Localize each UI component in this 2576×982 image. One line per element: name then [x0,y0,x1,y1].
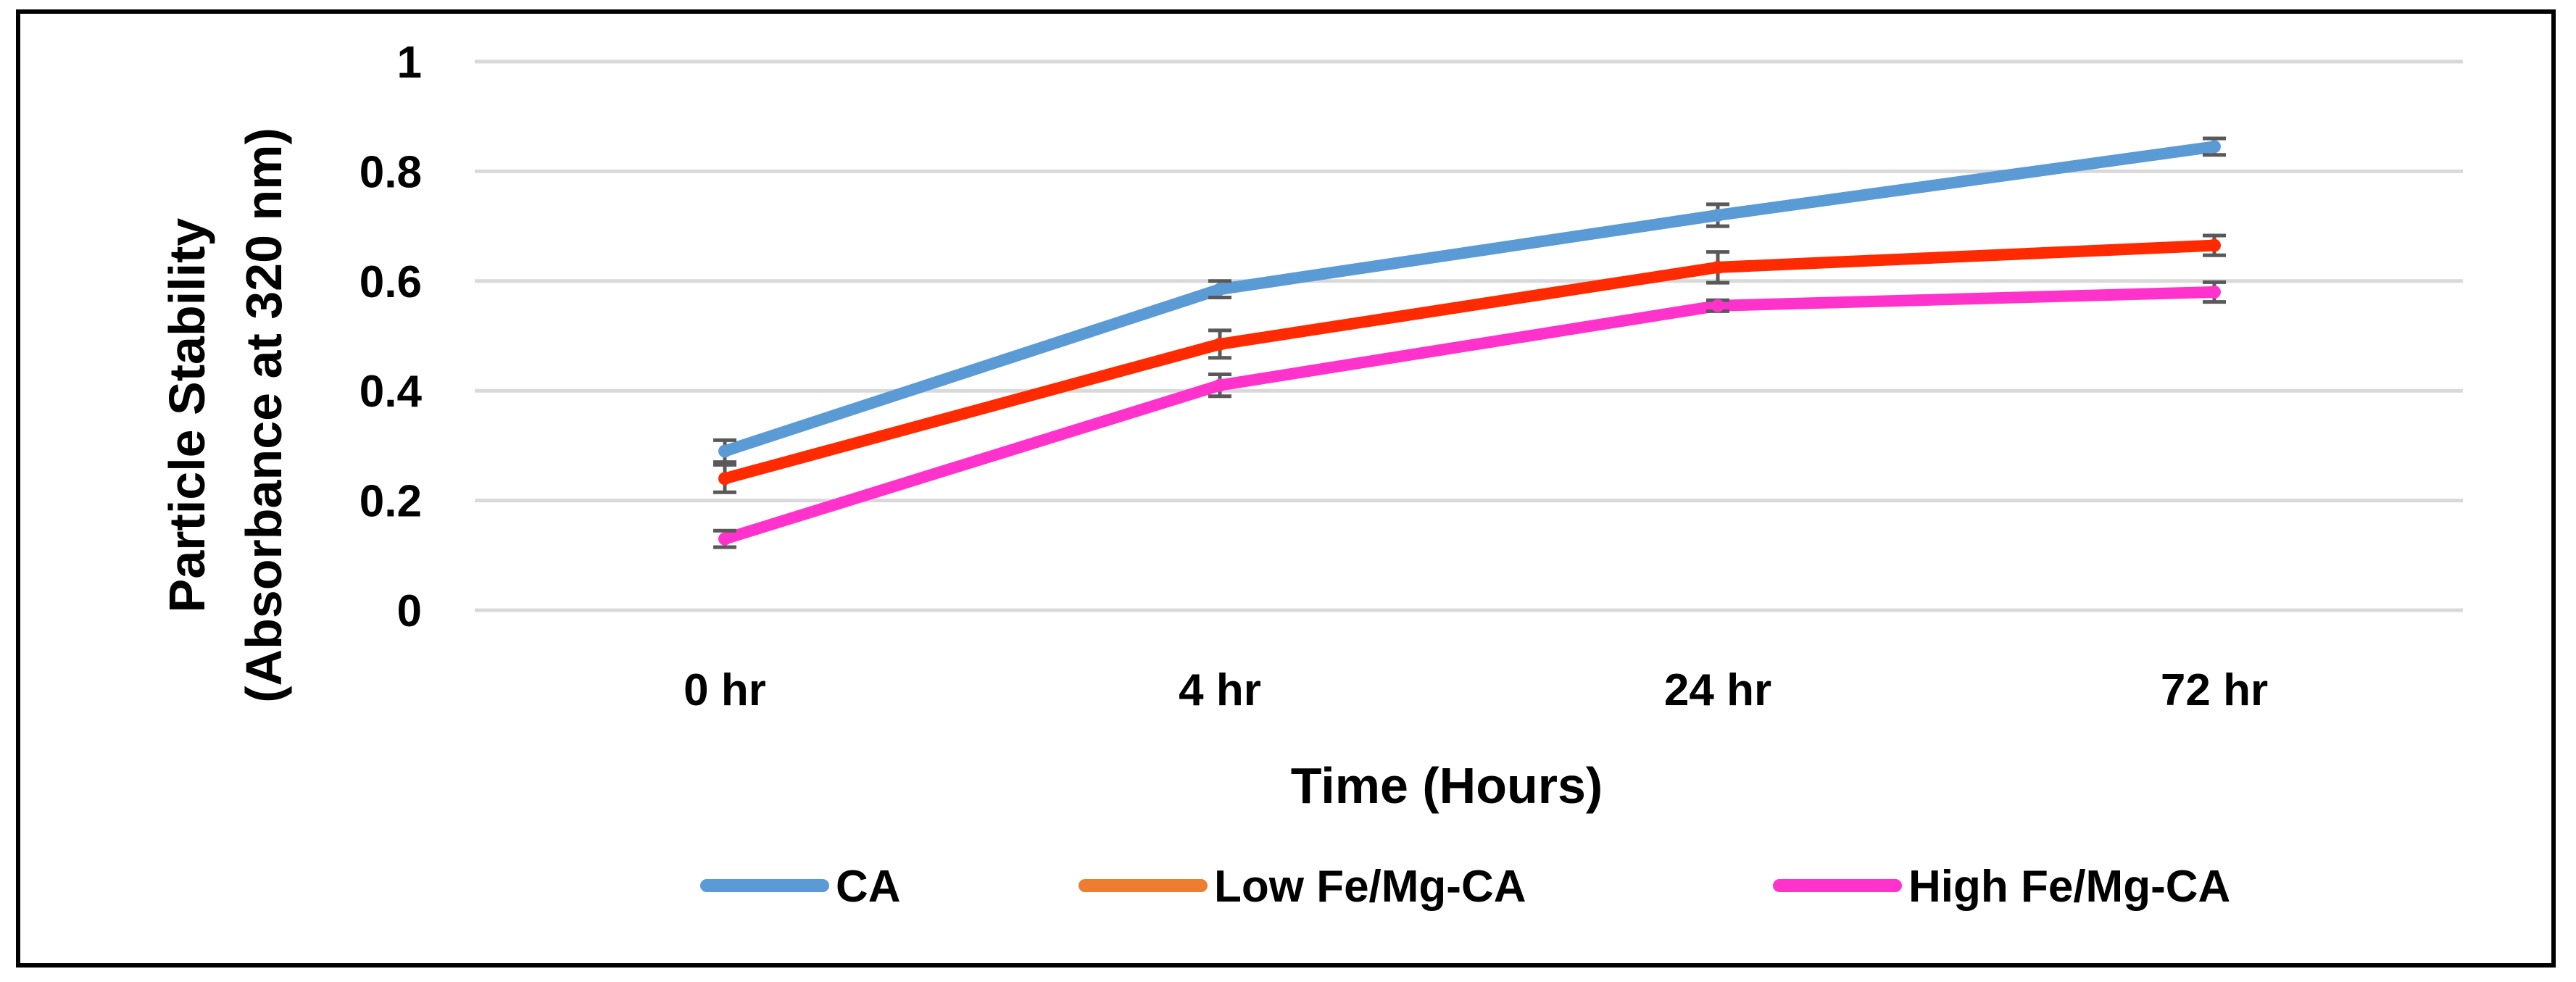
legend-item-ca: CA [700,862,901,912]
data-point [1711,260,1724,274]
series-low-fe-mg-ca [713,233,2226,494]
y-axis-title-line-2: (Absorbance at 320 nm) [236,128,292,703]
data-point [718,444,731,458]
y-axis-title-line-1: Particle Stability [159,218,215,613]
legend: CA Low Fe/Mg-CA High Fe/Mg-CA [700,862,2230,912]
data-point [718,532,731,546]
legend-label: Low Fe/Mg-CA [1214,862,1526,912]
series-line [719,141,2220,457]
x-tick-label: 72 hr [2161,665,2268,715]
data-point [1213,283,1226,296]
legend-item-high-fe-mg-ca: High Fe/Mg-CA [1773,862,2230,912]
legend-label: CA [836,862,901,912]
y-tick-label: 0 [397,586,422,636]
gridlines [475,59,2463,612]
y-axis-ticks: 0 0.2 0.4 0.6 0.8 1 [360,38,423,636]
y-axis-title: Particle Stability (Absorbance at 320 nm… [159,128,292,703]
series-layer [713,136,2226,549]
data-point [1213,337,1226,351]
legend-label: High Fe/Mg-CA [1908,862,2230,912]
y-tick-label: 0.6 [360,257,422,307]
legend-item-low-fe-mg-ca: Low Fe/Mg-CA [1079,862,1526,912]
x-tick-label: 24 hr [1664,665,1771,715]
series-high-fe-mg-ca [713,280,2226,549]
data-point [1711,299,1724,312]
y-tick-label: 0.8 [360,147,422,197]
y-tick-label: 0.2 [360,477,422,527]
x-axis-title: Time (Hours) [1291,757,1603,814]
chart-frame [16,9,2556,968]
data-point [2208,285,2221,299]
x-tick-label: 0 hr [684,665,766,715]
y-tick-label: 1 [397,38,422,88]
data-point [718,472,731,486]
series-line [719,286,2220,545]
x-axis-ticks: 0 hr 4 hr 24 hr 72 hr [684,665,2268,715]
x-tick-label: 4 hr [1179,665,1261,715]
series-line [719,239,2220,485]
data-point [1213,378,1226,392]
data-point [2208,238,2221,252]
y-tick-label: 0.4 [360,367,423,417]
data-point [1711,208,1724,222]
data-point [2208,140,2221,154]
series-ca [713,136,2226,465]
